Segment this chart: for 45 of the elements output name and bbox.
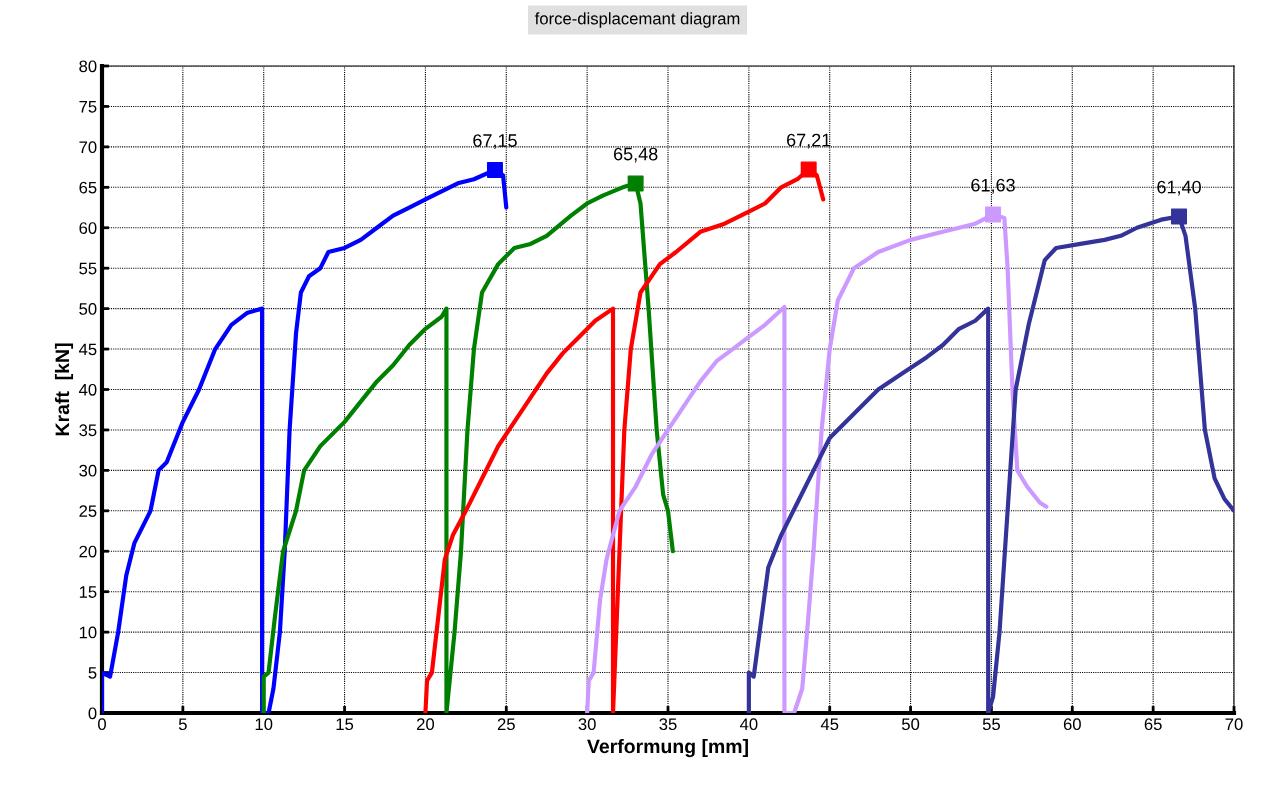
- x-tick-label: 60: [1063, 718, 1081, 731]
- y-tick-label: 0: [88, 707, 97, 720]
- chart-title: force-displacemant diagram: [534, 12, 740, 28]
- x-tick-label: 20: [417, 718, 435, 731]
- data-label: 61,40: [1157, 180, 1201, 196]
- x-tick-label: 65: [1144, 718, 1162, 731]
- point: [627, 175, 644, 192]
- y-tick-label: 5: [88, 667, 97, 679]
- point: [800, 161, 817, 178]
- point: [1171, 208, 1187, 225]
- x-tick-label: 0: [98, 718, 106, 731]
- x-tick-label: 5: [178, 718, 187, 731]
- y-tick-label: 10: [79, 626, 97, 639]
- y-tick-label: 15: [79, 586, 97, 598]
- point: [985, 206, 1002, 223]
- data-label: 67,15: [473, 134, 517, 150]
- y-tick-label: 55: [79, 262, 97, 275]
- y-tick-label: 75: [79, 101, 97, 113]
- y-tick-label: 80: [79, 60, 97, 73]
- data-label: 67,21: [787, 133, 831, 149]
- y-tick-label: 20: [79, 545, 97, 558]
- x-tick-label: 70: [1225, 718, 1243, 731]
- point: [486, 161, 503, 178]
- data-label: 61,63: [971, 178, 1015, 194]
- y-tick-label: 65: [79, 181, 97, 194]
- y-tick-label: 40: [78, 383, 97, 396]
- y-axis-title: Kraft [kN]: [54, 343, 74, 436]
- x-tick-label: 40: [739, 718, 758, 731]
- x-tick-label: 45: [820, 718, 839, 731]
- x-tick-label: 10: [255, 718, 273, 731]
- y-tick-label: 25: [79, 505, 97, 518]
- y-tick-label: 60: [79, 222, 97, 234]
- x-tick-label: 25: [497, 718, 515, 731]
- y-tick-label: 50: [79, 303, 97, 315]
- x-tick-label: 35: [659, 718, 677, 731]
- data-label: 65,48: [613, 147, 658, 163]
- x-tick-label: 15: [336, 718, 354, 731]
- y-tick-label: 30: [79, 464, 97, 477]
- x-tick-label: 30: [578, 718, 596, 731]
- y-tick-label: 70: [79, 141, 97, 154]
- x-tick-label: 55: [982, 718, 1000, 731]
- y-tick-label: 45: [78, 343, 97, 356]
- x-tick-label: 50: [901, 718, 920, 731]
- y-tick-label: 35: [79, 424, 97, 437]
- x-axis-title: Verformung [mm]: [587, 738, 748, 758]
